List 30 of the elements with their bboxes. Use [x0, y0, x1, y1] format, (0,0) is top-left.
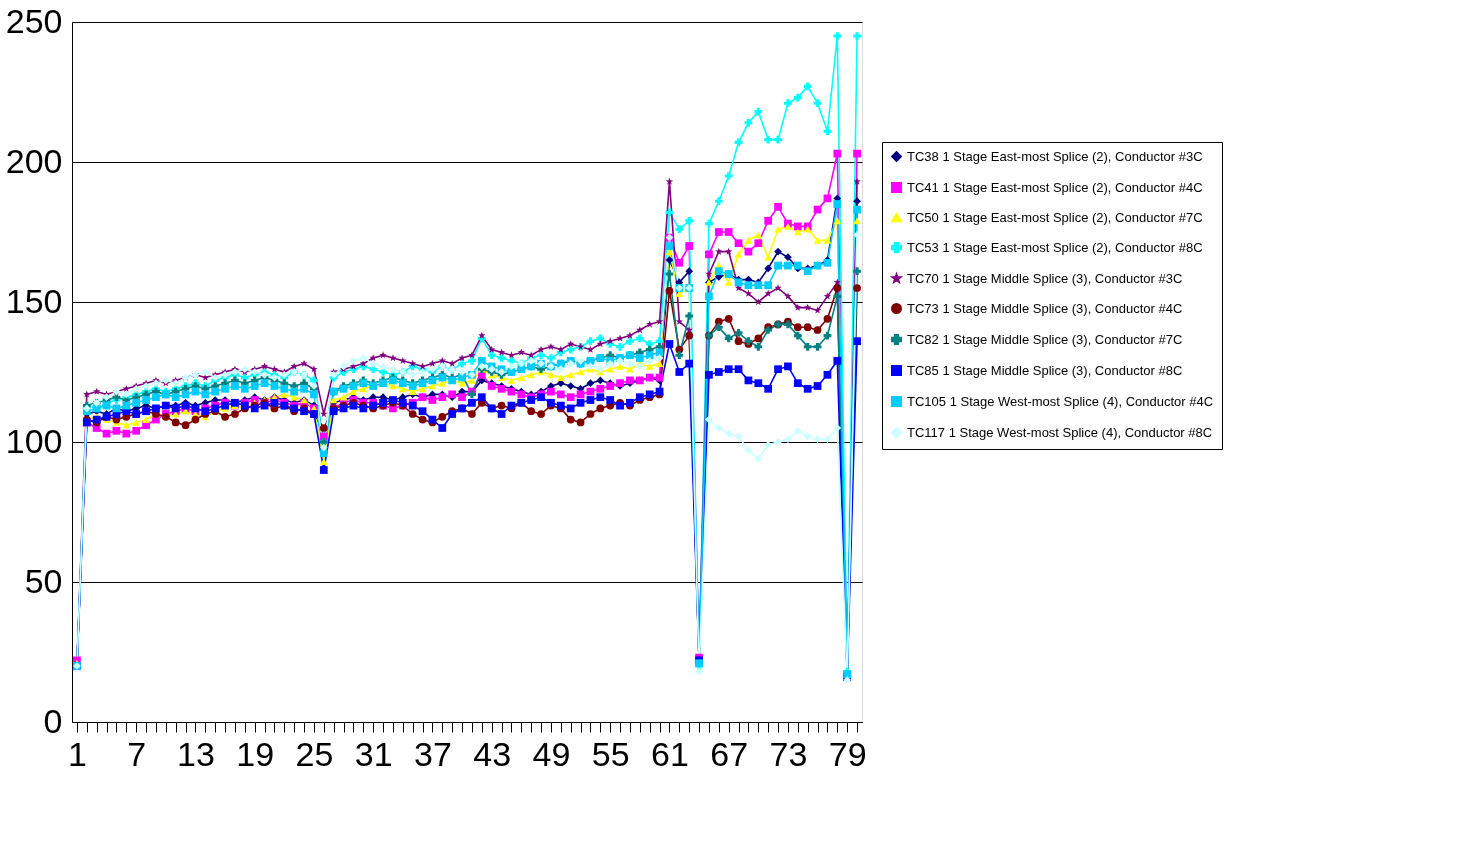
legend-label: TC53 1 Stage East-most Splice (2), Conductor #8C	[907, 239, 1203, 255]
y-tick-label: 100	[5, 421, 63, 460]
y-tick-label: 250	[5, 1, 63, 40]
legend-label: TC117 1 Stage West-most Splice (4), Conductor #8C	[907, 424, 1213, 440]
legend-label: TC41 1 Stage East-most Splice (2), Conductor #4C	[907, 179, 1203, 195]
y-tick-label: 50	[24, 561, 63, 600]
legend-label: TC73 1 Stage Middle Splice (3), Conductor #4C	[907, 300, 1183, 316]
x-tick-label: 13	[177, 734, 215, 773]
legend-label: TC70 1 Stage Middle Splice (3), Conductor #3C	[907, 270, 1183, 286]
legend-label: TC50 1 Stage East-most Splice (2), Conductor #7C	[907, 209, 1203, 225]
x-tick-label: 61	[651, 734, 689, 773]
y-tick-label: 150	[5, 281, 63, 320]
x-tick-label: 37	[414, 734, 452, 773]
x-tick-label: 79	[828, 734, 867, 773]
x-tick-label: 43	[473, 734, 512, 773]
x-tick-label: 31	[354, 734, 393, 773]
x-tick-label: 25	[295, 734, 334, 773]
x-tick-label: 7	[127, 734, 147, 773]
y-tick-label: 200	[5, 141, 63, 180]
legend-label: TC85 1 Stage Middle Splice (3), Conductor #8C	[907, 362, 1183, 378]
x-tick-label: 1	[67, 734, 87, 773]
y-tick-label: 0	[43, 701, 63, 740]
x-tick-label: 67	[710, 734, 749, 773]
x-tick-label: 49	[532, 734, 571, 773]
legend-label: TC82 1 Stage Middle Splice (3), Conductor #7C	[907, 331, 1183, 347]
legend-label: TC38 1 Stage East-most Splice (2), Conductor #3C	[907, 148, 1203, 164]
legend-label: TC105 1 Stage West-most Splice (4), Conductor #4C	[907, 393, 1214, 409]
x-tick-label: 55	[591, 734, 630, 773]
x-tick-label: 19	[236, 734, 275, 773]
x-tick-label: 73	[769, 734, 808, 773]
